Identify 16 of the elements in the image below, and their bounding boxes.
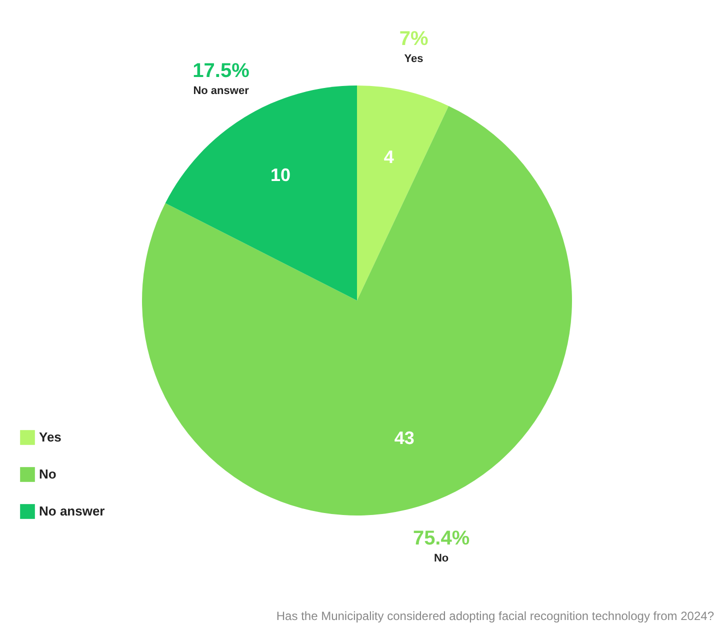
slice-label: Yes — [404, 52, 424, 65]
pie-slice — [142, 106, 572, 516]
pie-slice — [165, 86, 357, 300]
slice-label: No answer — [193, 84, 250, 97]
data-label: 75.4% — [412, 527, 470, 550]
data-label: 17.5% — [192, 60, 250, 82]
legend-label: No — [39, 466, 56, 482]
legend-label: No answer — [39, 504, 105, 518]
text: Has the Municipality considered adopting facial recognition technology from 2024? — [276, 609, 714, 623]
data-label: 7% — [399, 28, 428, 50]
text: 10 — [270, 164, 291, 185]
slice-label: No — [434, 552, 449, 564]
pie-slice — [357, 86, 449, 300]
text: 4 — [384, 146, 394, 167]
text: 43 — [394, 428, 414, 448]
legend-label: Yes — [39, 430, 62, 444]
